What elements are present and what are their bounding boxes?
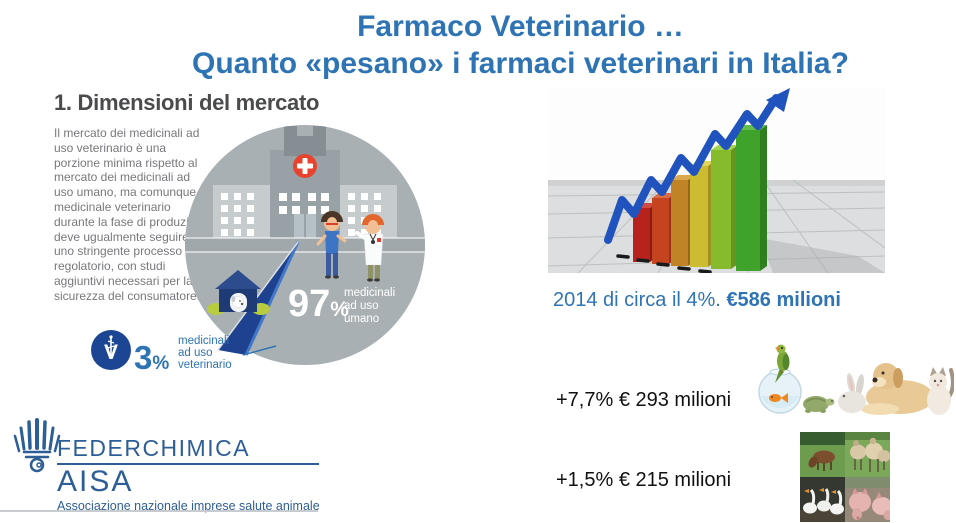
red-cross-icon: [293, 154, 317, 178]
market-paragraph: Il mercato dei medicinali ad uso veterin…: [54, 126, 209, 303]
vet-share-wedge: [217, 241, 300, 356]
logo-divider-line: [57, 463, 319, 465]
svg-text:umano: umano: [344, 313, 379, 325]
geese-photo: [800, 477, 845, 522]
farm-animals-image-grid: [800, 432, 890, 522]
svg-text:medicinali: medicinali: [344, 287, 395, 299]
turtle-illustration: [803, 396, 835, 413]
svg-text:veterinario: veterinario: [178, 359, 232, 371]
callout-leader-line: [242, 345, 277, 356]
fishbowl-illustration: [758, 368, 802, 414]
human-share-value: 97%: [288, 283, 349, 325]
cityscape-illustration: [185, 126, 425, 253]
market-share-infographic: 97% medicinali ad uso umano V 3% medicin…: [91, 125, 425, 376]
livestock-stat: +1,5% € 215 milioni: [556, 469, 732, 491]
vet-share-label: medicinali ad uso veterinario: [178, 335, 232, 371]
slide-title: Farmaco Veterinario … Quanto «pesano» i …: [85, 8, 956, 82]
dog-house-illustration: [207, 270, 270, 315]
cow-photo: [800, 432, 845, 477]
vet-share-value: 3%: [134, 339, 169, 376]
companion-animals-image: [758, 344, 954, 415]
svg-text:medicinali: medicinali: [178, 335, 229, 347]
cat-illustration: [927, 367, 954, 415]
total-market-text: 2014 di circa il 4%.: [553, 289, 721, 311]
sheep-photo: [845, 432, 890, 477]
doctor-illustration: [355, 214, 384, 282]
svg-text:ad uso: ad uso: [344, 300, 379, 312]
growth-bar-chart-image: [548, 88, 885, 273]
pigs-photo: [845, 477, 890, 522]
veterinary-caduceus-icon: V: [91, 330, 131, 370]
aisa-tagline: Associazione nazionale imprese salute an…: [57, 499, 320, 513]
slide-title-line1: Farmaco Veterinario …: [357, 10, 684, 43]
market-section-heading: 1. Dimensioni del mercato: [54, 90, 320, 115]
total-market-amount: €586 milioni: [726, 289, 841, 311]
federchimica-eagle-logo: [13, 418, 61, 473]
slide-title-line2: Quanto «pesano» i farmaci veterinari in …: [192, 47, 849, 80]
baseline-ticks: [616, 254, 712, 273]
svg-text:ad uso: ad uso: [178, 347, 213, 359]
footer-rule: [0, 510, 318, 512]
human-share-label: medicinali ad uso umano: [344, 287, 395, 325]
companion-animals-stat: +7,7% € 293 milioni: [556, 389, 732, 411]
federchimica-wordmark: FEDERCHIMICA: [57, 435, 251, 461]
rising-arrow: [604, 88, 790, 244]
total-market-stat: 2014 di circa il 4%. €586 milioni: [553, 289, 841, 312]
parrot-illustration: [775, 344, 790, 383]
aisa-wordmark: AISA: [57, 465, 134, 498]
patient-illustration: [316, 211, 347, 279]
dog-illustration: [861, 363, 934, 415]
rabbit-illustration: [838, 373, 866, 413]
bar-shadow: [760, 238, 885, 273]
